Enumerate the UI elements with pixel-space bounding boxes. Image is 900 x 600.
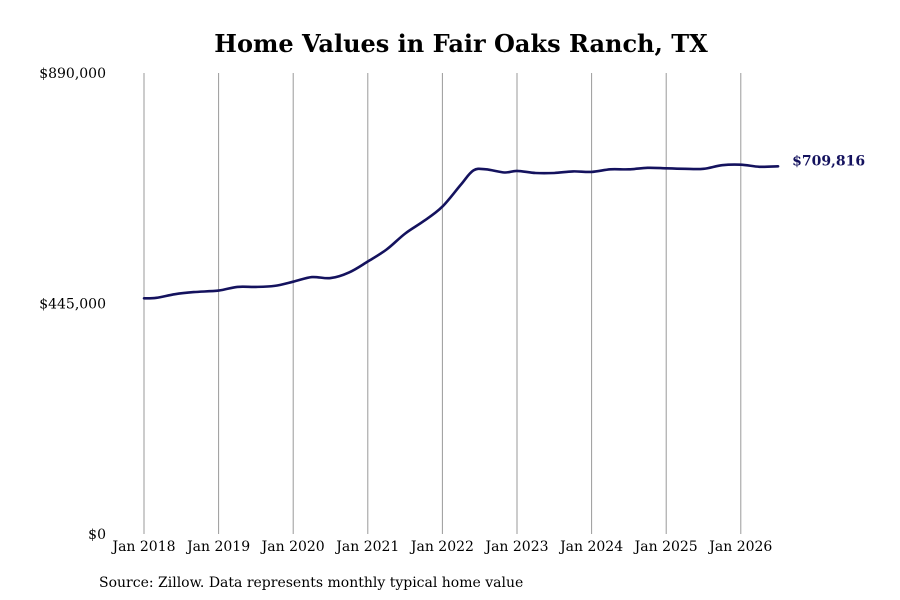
x-tick-label: Jan 2019: [185, 539, 250, 555]
chart-title: Home Values in Fair Oaks Ranch, TX: [214, 29, 708, 58]
y-axis-ticks: $0 $445,000 $890,000: [39, 66, 106, 543]
y-tick-label: $0: [88, 527, 106, 543]
x-axis-ticks: Jan 2018 Jan 2019 Jan 2020 Jan 2021 Jan 2022…: [110, 539, 772, 555]
source-note: Source: Zillow. Data represents monthly …: [99, 575, 523, 591]
x-tick-label: Jan 2022: [409, 539, 474, 555]
gridlines: [143, 73, 742, 534]
series-end-label: $709,816: [792, 153, 865, 169]
x-tick-label: Jan 2025: [633, 539, 698, 555]
x-tick-label: Jan 2024: [558, 539, 623, 555]
x-tick-label: Jan 2021: [334, 539, 399, 555]
series-line: [142, 163, 780, 300]
x-tick-label: Jan 2020: [260, 539, 325, 555]
x-tick-label: Jan 2026: [707, 539, 772, 555]
x-tick-label: Jan 2023: [483, 539, 548, 555]
y-tick-label: $445,000: [39, 297, 106, 313]
x-tick-label: Jan 2018: [110, 539, 175, 555]
y-tick-label: $890,000: [39, 66, 106, 82]
series-layer: $709,816: [142, 153, 865, 300]
